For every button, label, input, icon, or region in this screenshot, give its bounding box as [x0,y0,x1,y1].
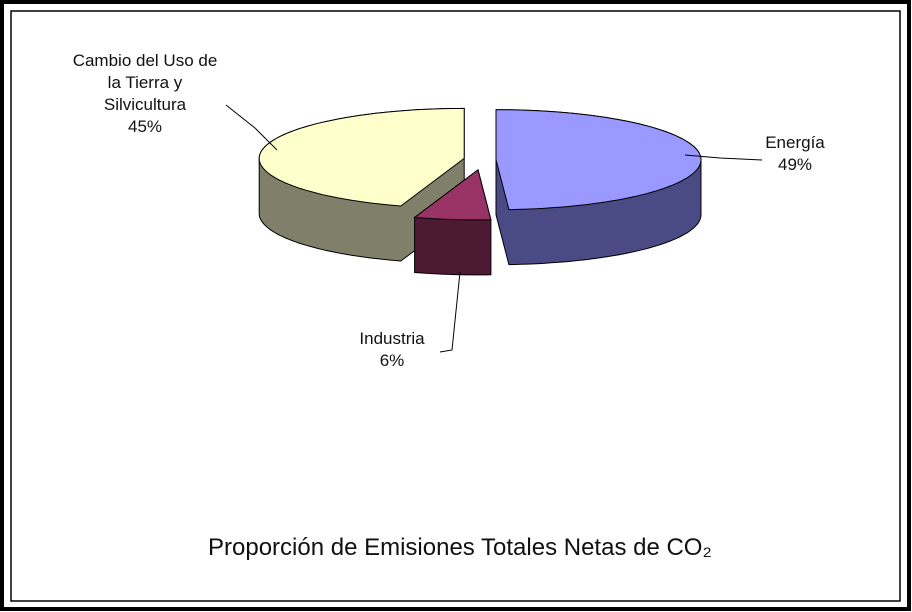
category-name: Energía [765,133,825,152]
leader-line [684,154,763,161]
slice-label: Energía 49% [715,132,875,176]
slice-label: Industria 6% [312,328,472,372]
value-label: 49% [777,155,813,174]
slice [258,107,465,262]
leader-line [439,271,461,353]
inner-frame [10,10,901,602]
slice-top [258,107,465,207]
leader-line [225,104,278,151]
chart-title: Proporción de Emisiones Totales Netas de… [208,534,712,561]
pie [258,107,702,276]
value-label: 45% [127,117,163,136]
slice-top [413,169,492,221]
slice [495,109,702,266]
slice-top [495,109,702,211]
category-name: Industria [359,329,425,348]
category-name: Cambio del Uso de la Tierra y Silvicultu… [72,51,218,114]
slice-label: Cambio del Uso de la Tierra y Silvicultu… [65,50,225,138]
leader-lines [225,104,763,353]
slice [413,169,492,276]
value-label: 6% [379,351,405,370]
